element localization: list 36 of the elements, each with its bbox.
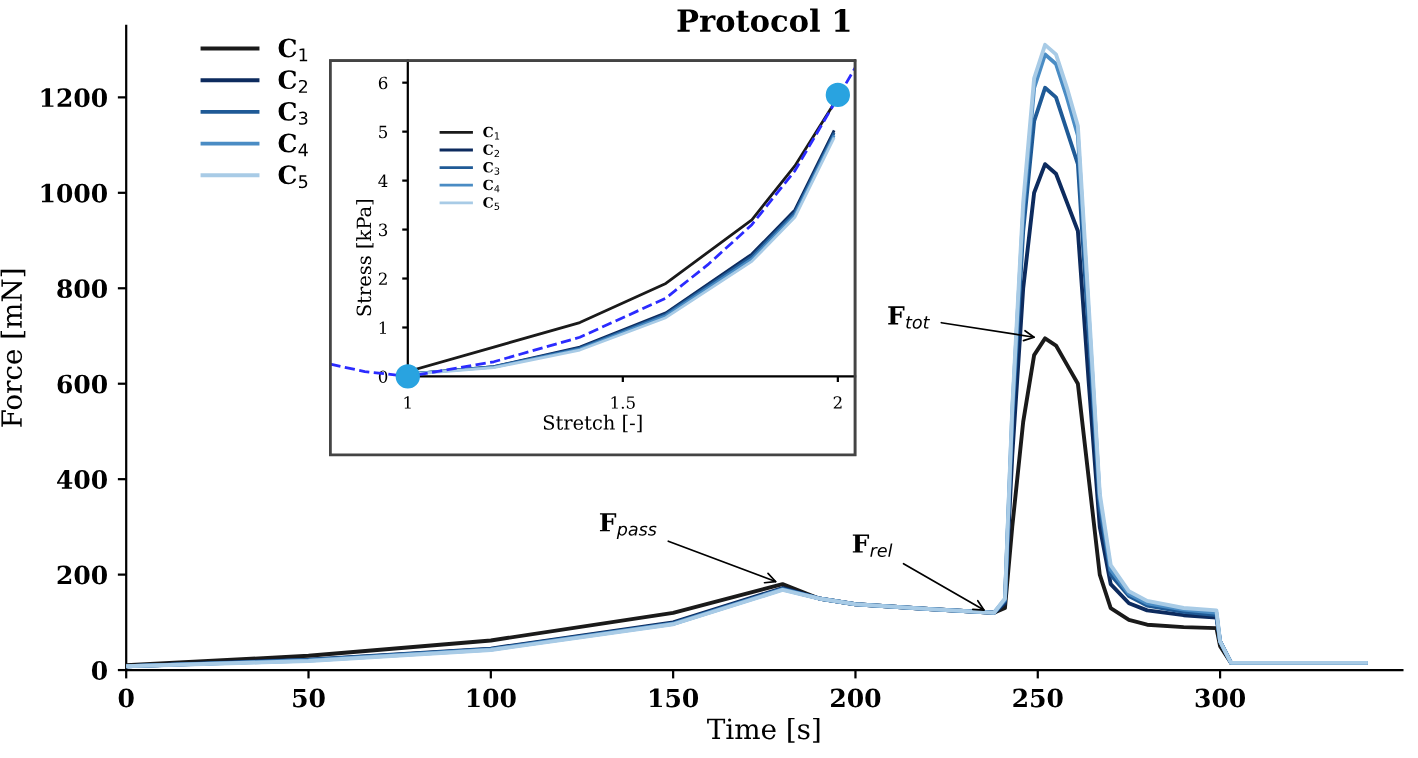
y-tick-label: 1 <box>379 321 386 334</box>
y-tick-label: 3 <box>379 223 388 237</box>
y-tick-label: 1200 <box>41 88 107 108</box>
y-tick-label: 4 <box>378 174 388 187</box>
y-tick-label: 2 <box>378 272 387 285</box>
x-tick-label: 2 <box>833 396 842 409</box>
x-tick-label: 300 <box>1195 688 1246 708</box>
legend-label: C$_{4}$ <box>278 133 308 157</box>
legend-label: C$_{3}$ <box>278 101 308 125</box>
legend-label: C$_{2}$ <box>278 70 308 93</box>
x-axis-title: Time [s] <box>707 717 820 743</box>
x-tick-label: 150 <box>650 688 699 708</box>
legend-label: C$_{5}$ <box>278 165 308 189</box>
x-tick-label: 1.5 <box>611 396 635 409</box>
y-axis-title: Force [mN] <box>0 269 26 427</box>
y-tick-label: 400 <box>56 470 107 490</box>
y-tick-label: 1000 <box>41 183 107 203</box>
y-tick-label: 800 <box>57 279 107 299</box>
x-axis-title: Stretch [-] <box>543 414 642 433</box>
y-tick-label: 5 <box>379 125 388 139</box>
x-tick-label: 1 <box>404 396 411 409</box>
y-axis-title: Stress [kPa] <box>356 199 374 316</box>
annotation: F$_{tot}$ <box>888 306 931 329</box>
y-tick-label: 0 <box>91 661 107 680</box>
x-tick-label: 250 <box>1013 688 1063 708</box>
x-tick-label: 200 <box>831 688 881 708</box>
x-tick-label: 100 <box>467 688 516 708</box>
y-tick-label: 600 <box>57 374 107 394</box>
annotation: F$_{pass}$ <box>599 513 657 540</box>
y-tick-label: 6 <box>378 76 388 90</box>
y-tick-label: 200 <box>57 565 107 585</box>
x-tick-label: 50 <box>293 688 325 708</box>
x-tick-label: 0 <box>118 688 134 708</box>
chart-title: Protocol 1 <box>677 8 850 33</box>
annotation: F$_{rel}$ <box>852 534 893 557</box>
legend-label: C$_{1}$ <box>278 38 308 62</box>
